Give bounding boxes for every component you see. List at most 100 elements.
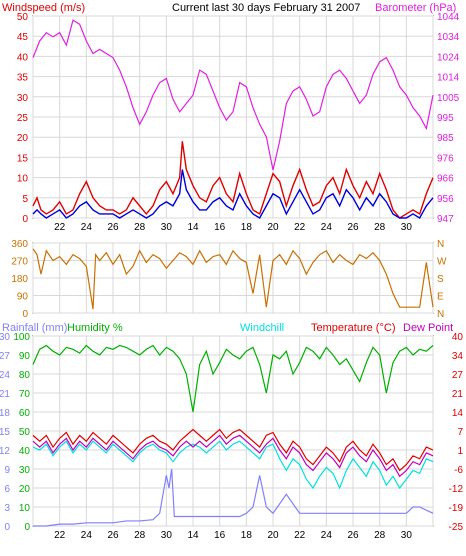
barometer-tick: 985 xyxy=(437,133,454,144)
x-tick-label: 28 xyxy=(374,222,386,233)
x-tick-label: 28 xyxy=(374,530,386,541)
barometer-tick: 1005 xyxy=(437,93,460,104)
x-tick-label: 18 xyxy=(241,530,253,541)
x-tick-label: 30 xyxy=(161,222,173,233)
rainfall-tick: 24 xyxy=(0,370,10,381)
x-tick-label: 14 xyxy=(187,530,199,541)
humidity-tick: 10 xyxy=(19,503,31,514)
windchill-label: Windchill xyxy=(240,322,284,334)
windspeed-tick: 40 xyxy=(17,52,29,63)
x-tick-label: 28 xyxy=(134,530,146,541)
temperature-tick: 1 xyxy=(457,446,463,457)
humidity-tick: 50 xyxy=(19,427,31,438)
compass-tick: N xyxy=(437,309,444,320)
barometer-tick: 1044 xyxy=(437,12,460,23)
humidity-tick: 90 xyxy=(19,351,31,362)
series-wind-direction xyxy=(32,248,434,310)
dewpoint-label: Dew Point xyxy=(403,322,453,334)
rainfall-tick: 9 xyxy=(4,465,10,476)
x-tick-label: 26 xyxy=(107,222,119,233)
humidity-tick: 20 xyxy=(19,484,31,495)
temperature-tick: 40 xyxy=(452,332,464,343)
x-tick-label: 24 xyxy=(81,222,93,233)
rainfall-tick: 27 xyxy=(0,351,10,362)
windspeed-tick: 0 xyxy=(22,214,28,225)
barometer-tick: 956 xyxy=(437,194,454,205)
humidity-tick: 70 xyxy=(19,389,31,400)
x-tick-label: 26 xyxy=(347,222,359,233)
x-tick-label: 30 xyxy=(401,222,413,233)
windspeed-tick: 30 xyxy=(17,93,29,104)
direction-tick: 0 xyxy=(22,309,28,320)
rainfall-tick: 12 xyxy=(0,446,10,457)
windspeed-tick: 20 xyxy=(17,133,29,144)
direction-tick: 270 xyxy=(11,257,28,268)
x-tick-label: 30 xyxy=(401,530,413,541)
x-tick-label: 26 xyxy=(107,530,119,541)
windspeed-tick: 15 xyxy=(17,153,29,164)
x-tick-label: 16 xyxy=(214,530,226,541)
windspeed-tick: 50 xyxy=(17,12,29,23)
temperature-axis-label: Temperature (°C) xyxy=(311,322,395,334)
x-tick-label: 22 xyxy=(54,530,66,541)
x-tick-label: 18 xyxy=(241,222,253,233)
x-tick-label: 20 xyxy=(267,222,279,233)
series-temperature xyxy=(32,428,434,472)
series-dew-point xyxy=(32,434,434,478)
direction-tick: 90 xyxy=(17,292,29,303)
rainfall-tick: 21 xyxy=(0,389,10,400)
temperature-tick: 27 xyxy=(452,370,464,381)
series-humidity xyxy=(32,344,434,413)
direction-tick: 360 xyxy=(11,239,28,250)
windspeed-tick: 45 xyxy=(17,32,29,43)
compass-tick: S xyxy=(437,274,444,285)
humidity-tick: 60 xyxy=(19,408,31,419)
x-tick-label: 28 xyxy=(134,222,146,233)
series-barometer xyxy=(32,19,434,171)
rainfall-tick: 18 xyxy=(0,408,10,419)
x-tick-label: 24 xyxy=(321,222,333,233)
temperature-tick: -25 xyxy=(449,522,464,533)
x-tick-label: 24 xyxy=(321,530,333,541)
temperature-tick: 14 xyxy=(452,408,464,419)
rainfall-tick: 3 xyxy=(4,503,10,514)
temperature-tick: 34 xyxy=(452,351,464,362)
compass-tick: W xyxy=(437,257,447,268)
x-tick-label: 14 xyxy=(187,222,199,233)
rainfall-tick: 15 xyxy=(0,427,10,438)
barometer-tick: 966 xyxy=(437,174,454,185)
barometer-tick: 1014 xyxy=(437,73,460,84)
barometer-tick: 947 xyxy=(437,214,454,225)
x-tick-label: 22 xyxy=(294,530,306,541)
windspeed-tick: 5 xyxy=(22,194,28,205)
direction-tick: 180 xyxy=(11,274,28,285)
compass-tick: E xyxy=(437,292,444,303)
windspeed-axis-label: Windspeed (m/s) xyxy=(2,2,85,14)
x-tick-label: 24 xyxy=(81,530,93,541)
humidity-tick: 80 xyxy=(19,370,31,381)
x-tick-label: 16 xyxy=(214,222,226,233)
x-tick-label: 22 xyxy=(294,222,306,233)
x-tick-label: 20 xyxy=(267,530,279,541)
temp-hum-rain-panel: 0 3 6 9 12 15 18 21 24 27 30 0 10 20 30 40 50 60 70 80 90 100… xyxy=(0,332,463,541)
barometer-tick: 1034 xyxy=(437,32,460,43)
humidity-axis-label: Humidity % xyxy=(67,322,123,334)
windspeed-tick: 10 xyxy=(17,174,29,185)
barometer-axis-label: Barometer (hPa) xyxy=(375,2,456,14)
windspeed-tick: 35 xyxy=(17,73,29,84)
series-windchill xyxy=(32,440,434,490)
x-tick-label: 22 xyxy=(54,222,66,233)
series-windspeed xyxy=(32,169,434,219)
barometer-tick: 1024 xyxy=(437,52,460,63)
humidity-tick: 100 xyxy=(13,332,30,343)
rainfall-tick: 0 xyxy=(4,522,10,533)
barometer-tick: 976 xyxy=(437,153,454,164)
chart-title: Current last 30 days February 31 2007 xyxy=(172,2,360,14)
rainfall-axis-label: Rainfall (mm) xyxy=(2,322,67,334)
rainfall-tick: 6 xyxy=(4,484,10,495)
humidity-tick: 40 xyxy=(19,446,31,457)
series-rainfall xyxy=(33,468,434,527)
x-tick-label: 30 xyxy=(161,530,173,541)
